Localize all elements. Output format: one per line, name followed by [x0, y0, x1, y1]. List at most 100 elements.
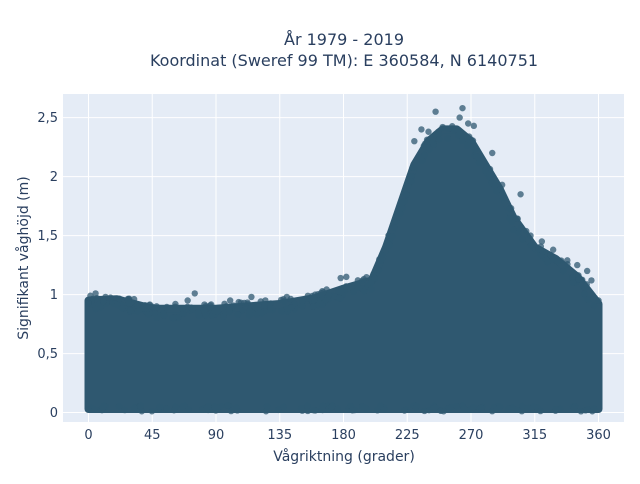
scatter-point-outlier — [470, 122, 478, 130]
scatter-point — [310, 303, 317, 310]
scatter-point-outlier — [489, 149, 496, 157]
chart-title-line-1: År 1979 - 2019 — [284, 30, 404, 49]
scatter-point — [329, 403, 336, 410]
scatter-point-outlier — [564, 257, 571, 264]
scatter-point — [200, 306, 208, 314]
y-tick-label: 0,5 — [37, 347, 58, 362]
scatter-point — [350, 288, 357, 295]
scatter-point — [421, 151, 428, 159]
scatter-point — [304, 402, 311, 410]
x-tick-labels: 0 45 90 135 180 225 270 315 360 — [84, 428, 611, 443]
scatter-point — [91, 406, 98, 413]
scatter-point — [205, 402, 212, 410]
scatter-point — [359, 403, 366, 410]
scatter-point — [349, 407, 356, 414]
scatter-point — [401, 407, 408, 414]
scatter-point — [354, 277, 362, 284]
scatter-point-outlier — [456, 114, 463, 121]
scatter-point — [325, 291, 333, 299]
scatter-point — [100, 402, 108, 410]
scatter-point-outlier — [337, 274, 344, 282]
scatter-point — [115, 402, 123, 410]
scatter-point — [453, 402, 460, 410]
x-tick-label: 270 — [459, 428, 484, 443]
scatter-point — [354, 283, 361, 290]
scatter-point — [145, 311, 152, 318]
scatter-point — [419, 157, 426, 164]
scatter-point — [464, 142, 471, 149]
scatter-point-outlier — [226, 297, 234, 304]
scatter-point — [413, 402, 420, 410]
scatter-point — [184, 303, 191, 310]
scatter-point — [407, 178, 415, 185]
scatter-point — [224, 402, 232, 409]
scatter-point — [360, 287, 368, 295]
scatter-point — [423, 136, 431, 143]
scatter-point — [246, 307, 253, 315]
scatter-point — [367, 279, 375, 286]
scatter-point-outlier — [311, 291, 319, 298]
scatter-point — [134, 301, 141, 309]
scatter-point — [233, 404, 240, 411]
y-tick-label: 1 — [50, 288, 58, 303]
y-tick-label: 2 — [50, 170, 58, 185]
scatter-point — [408, 173, 415, 180]
scatter-point — [410, 164, 417, 171]
scatter-point — [297, 404, 305, 412]
scatter-point — [590, 405, 598, 413]
scatter-point — [261, 301, 268, 308]
scatter-point — [569, 274, 576, 282]
scatter-point — [148, 408, 156, 415]
scatter-point — [299, 298, 306, 305]
scatter-point — [440, 408, 447, 415]
scatter-point — [201, 301, 208, 308]
scatter-point-outlier — [425, 128, 432, 135]
x-tick-label: 180 — [331, 428, 356, 443]
scatter-point — [472, 145, 479, 152]
scatter-point — [430, 141, 437, 148]
scatter-point — [513, 215, 521, 222]
y-tick-label: 1,5 — [37, 229, 58, 244]
y-axis-title: Signifikant våghöjd (m) — [15, 176, 32, 339]
scatter-point — [577, 408, 585, 415]
scatter-point — [134, 307, 141, 315]
scatter-point — [211, 403, 218, 411]
scatter-point — [202, 312, 209, 319]
scatter-point — [363, 273, 370, 281]
scatter-point — [377, 402, 384, 410]
scatter-point — [466, 406, 473, 414]
scatter-point-outlier — [124, 297, 132, 304]
scatter-point — [523, 227, 530, 235]
scatter-points — [85, 104, 602, 415]
scatter-point — [507, 205, 515, 212]
scatter-point — [465, 133, 473, 140]
scatter-point — [535, 246, 543, 253]
scatter-point-outlier — [583, 267, 591, 275]
chart-title-line-2: Koordinat (Sweref 99 TM): E 360584, N 61… — [150, 51, 538, 70]
scatter-point — [311, 296, 318, 303]
scatter-point — [252, 304, 259, 311]
scatter-point — [544, 259, 551, 266]
scatter-point — [338, 287, 345, 295]
scatter-point-outlier — [411, 137, 418, 145]
scatter-point-outlier — [92, 290, 99, 297]
scatter-point — [85, 300, 92, 307]
scatter-point — [258, 309, 266, 317]
scatter-point — [584, 296, 591, 303]
scatter-point — [460, 405, 468, 412]
scatter-point — [267, 304, 274, 312]
scatter-point — [320, 289, 327, 296]
scatter-point — [509, 404, 516, 412]
scatter-point — [221, 300, 228, 307]
scatter-point — [377, 257, 384, 264]
x-tick-label: 0 — [84, 428, 92, 443]
scatter-point — [319, 301, 326, 309]
scatter-point — [107, 294, 114, 301]
scatter-point — [304, 292, 312, 299]
scatter-point — [584, 406, 591, 413]
scatter-point — [138, 408, 145, 415]
scatter-point-outlier — [439, 123, 446, 131]
scatter-point — [234, 311, 242, 318]
scatter-point — [435, 130, 442, 137]
scatter-point — [179, 305, 186, 312]
